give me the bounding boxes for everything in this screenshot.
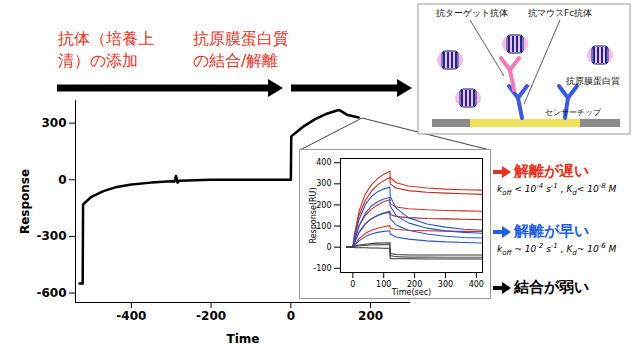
svg-text:0: 0 [326,243,331,252]
svg-text:0: 0 [287,309,295,323]
svg-text:抗マウスFc抗体: 抗マウスFc抗体 [528,8,592,18]
html-text:の結合/解離: の結合/解離 [193,51,279,70]
svg-text:0: 0 [350,280,355,289]
html-text:解離が早い: 解離が早い [514,222,589,240]
svg-text:200: 200 [406,280,423,290]
svg-text:200: 200 [358,309,383,323]
svg-text:Time(sec): Time(sec) [391,288,431,297]
html-text:清）の添加: 清）の添加 [58,51,138,70]
svg-text:300: 300 [316,179,331,188]
svg-text:400: 400 [469,280,484,289]
svg-text:300: 300 [41,116,66,130]
svg-text:Time: Time [227,332,260,346]
svg-text:-300: -300 [36,229,66,243]
svg-text:-400: -400 [116,309,146,323]
html-text:抗体（培養上: 抗体（培養上 [58,29,154,48]
html-text:結合が弱い: 結合が弱い [514,278,589,296]
html-text:抗原膜蛋白質: 抗原膜蛋白質 [193,29,289,48]
html-text:koff< 10-4s-1, Kd< 10-8M: koff< 10-4s-1, Kd< 10-8M [497,182,617,197]
svg-text:0: 0 [58,173,66,187]
svg-text:200: 200 [316,201,331,210]
svg-text:Response: Response [18,169,32,234]
svg-text:300: 300 [438,280,453,289]
svg-text:抗原膜蛋白質: 抗原膜蛋白質 [566,76,620,86]
svg-text:100: 100 [376,280,391,289]
svg-text:400: 400 [316,158,331,167]
svg-text:抗ターゲット抗体: 抗ターゲット抗体 [436,8,508,18]
svg-text:-600: -600 [36,286,66,300]
svg-text:Response(RU): Response(RU) [309,187,318,243]
svg-text:-200: -200 [196,309,226,323]
svg-text:-100: -100 [313,264,331,273]
svg-text:センサーチップ: センサーチップ [545,108,602,117]
svg-text:100: 100 [316,222,331,231]
html-text:解離が遅い: 解離が遅い [514,162,589,180]
html-text:koff~ 10-2s-1, Kd~ 10-6M: koff~ 10-2s-1, Kd~ 10-6M [497,242,617,257]
